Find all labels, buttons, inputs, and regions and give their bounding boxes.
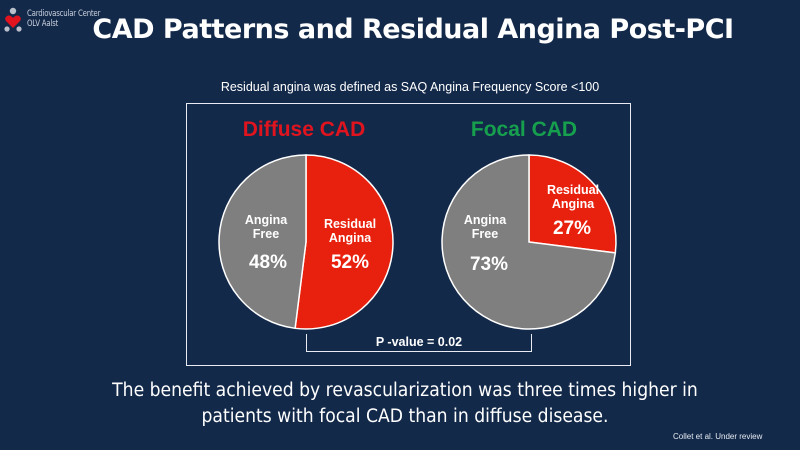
- slice-label-angina-free: Angina: [245, 213, 288, 227]
- chart-panel: [186, 103, 631, 366]
- pie-slice-angina-free: [218, 154, 307, 330]
- center-logo: Cardiovascular Center OLV Aalst: [4, 7, 124, 33]
- slice-value-angina-free: 73%: [470, 254, 508, 275]
- logo-line-1: Cardiovascular Center: [27, 9, 101, 19]
- conclusion-text: The benefit achieved by revascularizatio…: [112, 380, 698, 427]
- slice-label-residual-angina: Residual: [324, 217, 376, 231]
- slice-value-residual-angina: 52%: [331, 252, 369, 273]
- citation: Collet et al. Under review: [673, 432, 763, 441]
- focal-cad-title: Focal CAD: [470, 118, 578, 141]
- pie-slice-residual-angina: [294, 154, 394, 330]
- slice-label-angina-free: Free: [253, 227, 279, 241]
- slice-label-residual-angina: Angina: [552, 197, 595, 211]
- definition-note: Residual angina was defined as SAQ Angin…: [220, 80, 600, 94]
- heart-figure-logo-icon: [4, 7, 22, 32]
- slice-label-angina-free: Angina: [464, 213, 507, 227]
- logo-line-2: OLV Aalst: [27, 19, 59, 29]
- slide-title: CAD Patterns and Residual Angina Post-PC…: [92, 14, 734, 45]
- slice-label-residual-angina: Residual: [547, 183, 599, 197]
- pie-slice-residual-angina: [528, 154, 617, 254]
- slice-value-residual-angina: 27%: [553, 218, 591, 239]
- logo-text: Cardiovascular Center OLV Aalst: [27, 9, 100, 29]
- comparison-bracket: [306, 334, 532, 352]
- slice-value-angina-free: 48%: [249, 252, 287, 273]
- pie-slice-angina-free: [441, 154, 617, 330]
- p-value-label: P -value = 0.02: [375, 335, 463, 349]
- slice-label-residual-angina: Angina: [329, 231, 372, 245]
- diffuse-cad-title: Diffuse CAD: [242, 118, 366, 141]
- slice-label-angina-free: Free: [472, 227, 498, 241]
